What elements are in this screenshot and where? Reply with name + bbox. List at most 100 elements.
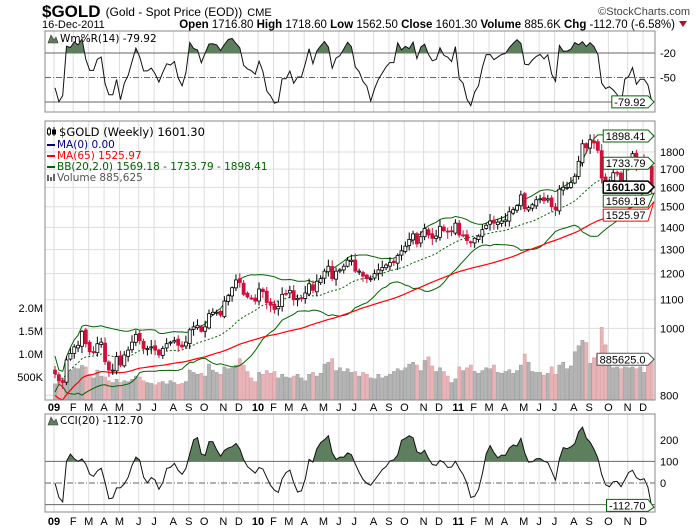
candle-body — [272, 303, 277, 310]
price-tick-label: 1700 — [660, 164, 684, 176]
candle-body — [384, 264, 389, 269]
candle-body — [153, 345, 158, 351]
volume-bar — [430, 365, 435, 401]
x-tick-label: S — [185, 516, 192, 528]
candle-body — [364, 274, 369, 280]
candle-body — [453, 222, 458, 234]
volume-bar — [534, 372, 539, 401]
x-tick-label: D — [639, 516, 647, 528]
x-tick-label: J — [536, 402, 542, 414]
price-tick-label: 1600 — [660, 182, 684, 194]
close-label-box — [602, 180, 656, 194]
candle-body — [137, 332, 142, 341]
volume-bar — [611, 367, 616, 401]
candle-body — [264, 290, 269, 303]
volume-bar — [299, 377, 304, 401]
cci-last-label-box — [606, 498, 655, 512]
price-panel — [53, 134, 654, 401]
candle-body — [488, 220, 492, 225]
indicator-line — [54, 37, 653, 107]
volume-bar — [388, 373, 392, 401]
x-tick-label: A — [501, 402, 509, 414]
candle-body — [418, 236, 423, 244]
candle-body — [495, 221, 500, 225]
candle-body — [426, 229, 431, 236]
candle-body — [522, 193, 527, 210]
volume-bar — [149, 383, 154, 401]
volume-bar — [588, 362, 592, 401]
x-tick-label: A — [301, 516, 309, 528]
x-tick-label: O — [604, 516, 613, 528]
candle-body — [438, 225, 442, 238]
x-tick-label: M — [284, 402, 293, 414]
candle-body — [588, 139, 593, 149]
volume-bar — [445, 375, 450, 401]
volume-bar — [399, 370, 404, 401]
indicator-tick-label: -50 — [660, 73, 676, 85]
candle-body — [187, 329, 192, 344]
candle-body — [295, 297, 300, 301]
candle-body — [565, 186, 569, 189]
volume-bar — [288, 377, 292, 401]
volume-bar — [184, 381, 188, 401]
volume-bar — [526, 362, 531, 401]
x-tick-label: M — [115, 402, 124, 414]
bb-upper-label: 1898.41 — [606, 131, 646, 143]
candle-body — [72, 346, 77, 354]
x-tick-label: S — [385, 516, 392, 528]
candle-body — [503, 219, 508, 223]
candle-body — [56, 374, 61, 382]
candle-body — [619, 172, 623, 181]
volume-bar — [107, 380, 111, 401]
price-tick-label: 1000 — [660, 323, 684, 335]
volume-bar — [545, 373, 550, 401]
candle-body — [130, 341, 134, 351]
x-tick-label: M — [519, 516, 528, 528]
volume-bar — [253, 381, 258, 401]
volume-label-tag: 885625.0 — [596, 352, 655, 366]
volume-bar — [241, 364, 246, 401]
volume-bar — [503, 371, 508, 401]
volume-bar — [114, 379, 119, 401]
candle-body — [314, 280, 319, 293]
candle-body — [499, 220, 504, 224]
x-tick-label: 11 — [452, 402, 464, 414]
volume-bar — [187, 369, 192, 401]
volume-bar — [160, 381, 165, 401]
candle-body — [611, 172, 616, 182]
volume-bar — [507, 369, 512, 401]
candle-body — [191, 326, 196, 330]
price-tick-label: 1200 — [660, 269, 684, 281]
volume-bar — [87, 373, 92, 401]
x-tick-label: F — [70, 516, 77, 528]
x-tick-label: J — [552, 402, 558, 414]
x-tick-label: F — [470, 402, 477, 414]
candle-body — [584, 143, 589, 149]
volume-tick-label: 2.0M — [19, 303, 43, 315]
quote-date: 16-Dec-2011 — [42, 19, 105, 31]
x-tick-label: F — [270, 402, 277, 414]
candle-body — [133, 333, 138, 343]
volume-bar — [395, 368, 400, 401]
x-tick-label: 10 — [252, 516, 264, 528]
indicator-tick-label: -20 — [660, 48, 676, 60]
volume-bar — [261, 373, 265, 401]
volume-bar — [488, 368, 492, 401]
x-tick-label: F — [270, 516, 277, 528]
volume-bar — [338, 367, 342, 401]
volume-bar — [257, 372, 261, 401]
candle-body — [388, 262, 392, 267]
ma65-label: 1525.97 — [606, 210, 646, 222]
volume-bar — [642, 372, 646, 401]
candle-body — [411, 233, 415, 241]
exchange: CME — [247, 7, 271, 19]
volume-bar — [380, 377, 385, 401]
candle-body — [107, 361, 111, 371]
volume-bar — [334, 370, 338, 401]
candle-body — [595, 141, 600, 151]
candle-body — [141, 340, 146, 349]
volume-bar — [249, 377, 254, 401]
volume-bar — [649, 359, 654, 401]
volume-bar — [226, 368, 231, 401]
volume-bar — [145, 382, 150, 401]
